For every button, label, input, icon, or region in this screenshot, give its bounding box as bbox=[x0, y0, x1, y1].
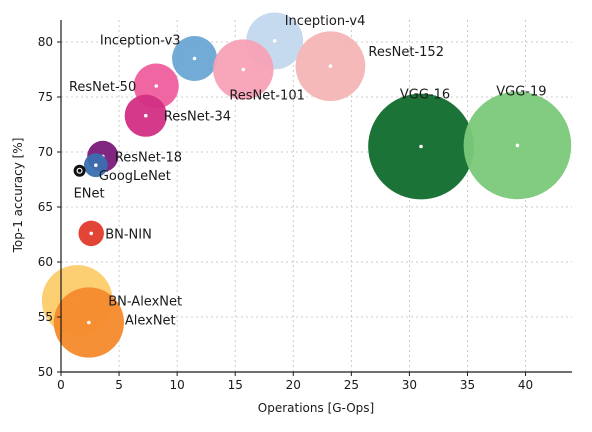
label-resnet-34: ResNet-34 bbox=[164, 110, 231, 125]
x-tick-label: 10 bbox=[169, 378, 184, 392]
label-vgg-19: VGG-19 bbox=[496, 84, 546, 99]
label-resnet-18: ResNet-18 bbox=[115, 150, 182, 165]
bubble-center-dot bbox=[143, 113, 148, 118]
label-layer: Inception-v4 Inception-v3 ResNet-152 ResNet… bbox=[69, 14, 547, 329]
y-tick-label: 70 bbox=[38, 145, 53, 159]
label-bn-alexnet: BN-AlexNet bbox=[108, 295, 182, 310]
bubble-center-dot bbox=[94, 163, 98, 167]
bubble-center-dot bbox=[87, 320, 91, 325]
bubble-center-dot bbox=[77, 168, 82, 173]
bubble-center-dot bbox=[241, 67, 246, 72]
y-tick-label: 80 bbox=[38, 35, 53, 49]
axis-layer: 0 5 10 15 20 25 30 35 40 50 55 60 65 70 75 80 bbox=[38, 20, 572, 392]
bubble-center-dot bbox=[154, 84, 159, 88]
x-tick-label: 35 bbox=[460, 378, 475, 392]
y-tick-label: 60 bbox=[38, 255, 53, 269]
bubble-center-dot bbox=[192, 56, 197, 61]
label-vgg-16: VGG-16 bbox=[400, 88, 450, 103]
label-inception-v3: Inception-v3 bbox=[100, 34, 181, 49]
label-inception-v4: Inception-v4 bbox=[285, 14, 366, 29]
x-axis-label: Operations [G-Ops] bbox=[258, 401, 374, 415]
label-resnet-50: ResNet-50 bbox=[69, 80, 136, 95]
y-tick-label: 55 bbox=[38, 310, 53, 324]
bubble-layer bbox=[41, 12, 572, 358]
y-axis-label: Top-1 accuracy [%] bbox=[11, 138, 25, 254]
bubble-center-dot bbox=[515, 143, 520, 148]
x-tick-label: 0 bbox=[57, 378, 65, 392]
bubble-center-dot bbox=[419, 144, 423, 149]
x-tick-label: 30 bbox=[402, 378, 417, 392]
x-tick-label: 40 bbox=[518, 378, 533, 392]
label-enet: ENet bbox=[74, 187, 105, 202]
bubble-center-dot bbox=[272, 39, 277, 43]
y-tick-label: 65 bbox=[38, 200, 53, 214]
y-tick-label: 75 bbox=[38, 90, 53, 104]
bubble-center-dot bbox=[89, 231, 93, 236]
label-alexnet: AlexNet bbox=[125, 314, 176, 329]
x-tick-label: 15 bbox=[228, 378, 243, 392]
y-tick-label: 50 bbox=[38, 365, 53, 379]
x-tick-label: 20 bbox=[286, 378, 301, 392]
label-resnet-101: ResNet-101 bbox=[229, 89, 305, 104]
label-resnet-152: ResNet-152 bbox=[368, 45, 444, 60]
bubble-center-dot bbox=[328, 64, 333, 68]
label-googlenet: GoogLeNet bbox=[99, 169, 171, 184]
x-tick-label: 5 bbox=[115, 378, 123, 392]
label-bn-nin: BN-NIN bbox=[105, 227, 152, 242]
x-tick-label: 25 bbox=[344, 378, 359, 392]
